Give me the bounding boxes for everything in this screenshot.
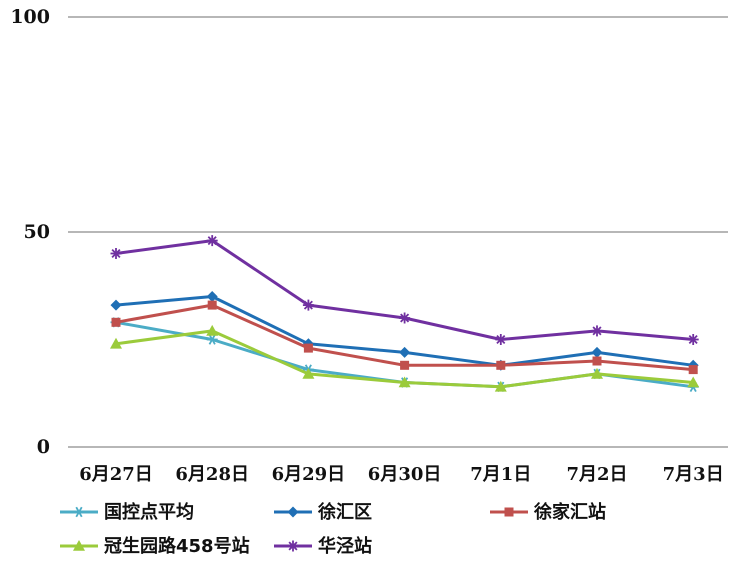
x-tick-label: 6月28日 [175, 464, 249, 485]
legend-label: 华泾站 [318, 535, 372, 557]
marker-stroke [592, 326, 602, 336]
x-tick-label: 7月2日 [566, 464, 627, 485]
legend-item: 冠生园路458号站 [60, 535, 250, 557]
legend-label: 国控点平均 [104, 501, 194, 523]
legend-item: 华泾站 [274, 535, 372, 557]
legend-marker [73, 540, 85, 551]
data-point [111, 317, 121, 327]
legend-label: 徐汇区 [317, 501, 372, 523]
marker-shape [591, 346, 603, 358]
x-tick-label: 6月30日 [368, 464, 442, 485]
marker-shape [303, 343, 313, 353]
marker-shape [496, 360, 506, 370]
data-point [592, 356, 602, 366]
data-point [400, 360, 410, 370]
marker-stroke [496, 334, 506, 345]
y-axis: 0 50 100 [10, 6, 50, 458]
data-point [398, 376, 411, 388]
series-line [115, 239, 694, 341]
legend-label: 徐家汇站 [533, 501, 606, 523]
data-point [591, 325, 603, 337]
marker-shape [73, 540, 85, 551]
data-point [110, 248, 122, 259]
x-axis: 6月27日 6月28日 6月29日 6月30日 7月1日 7月2日 7月3日 [79, 464, 724, 485]
legend-marker [504, 507, 514, 517]
plot-area [110, 235, 700, 393]
data-point [687, 334, 699, 345]
x-tick-label: 7月1日 [470, 464, 531, 485]
data-point [302, 299, 314, 311]
marker-stroke [688, 334, 698, 345]
data-point [302, 367, 315, 379]
data-point [688, 365, 698, 375]
marker-shape [591, 367, 603, 379]
marker-shape [399, 346, 411, 358]
marker-shape [400, 360, 410, 370]
marker-shape [287, 506, 299, 518]
data-point [206, 334, 218, 345]
marker-stroke [400, 313, 410, 323]
data-point [303, 343, 313, 353]
series-3 [110, 324, 700, 392]
data-point [495, 334, 507, 345]
data-point [494, 380, 507, 392]
legend-item: 徐家汇站 [490, 501, 606, 523]
data-point [496, 360, 506, 370]
y-tick-label: 100 [10, 6, 50, 28]
marker-shape [206, 324, 219, 336]
marker-shape [504, 507, 514, 517]
marker-stroke [75, 506, 83, 518]
marker-shape [302, 367, 315, 379]
marker-shape [398, 376, 411, 388]
marker-stroke [288, 541, 298, 551]
data-point [110, 337, 122, 349]
legend-item: 国控点平均 [60, 501, 194, 523]
data-point [399, 346, 411, 358]
marker-stroke [303, 300, 313, 310]
legend-label: 冠生园路458号站 [104, 535, 250, 557]
marker-shape [688, 365, 698, 375]
x-tick-label: 6月27日 [79, 464, 153, 485]
y-tick-label: 0 [37, 436, 50, 458]
marker-shape [206, 291, 218, 302]
data-point [110, 299, 122, 311]
x-tick-label: 7月3日 [663, 464, 724, 485]
data-point [399, 312, 411, 324]
gridlines [68, 16, 728, 448]
data-point [206, 324, 219, 336]
legend-item: 徐汇区 [274, 501, 372, 523]
marker-stroke [207, 236, 217, 246]
x-tick-label: 6月29日 [272, 464, 346, 485]
data-point [206, 235, 218, 247]
marker-shape [110, 337, 122, 349]
marker-shape [494, 380, 507, 392]
marker-shape [687, 376, 700, 388]
marker-stroke [208, 334, 216, 345]
legend-marker [73, 506, 85, 518]
y-tick-label: 50 [24, 221, 50, 243]
data-point [206, 291, 218, 302]
marker-shape [592, 356, 602, 366]
data-point [591, 367, 603, 379]
series-4 [110, 235, 699, 345]
data-point [207, 300, 217, 310]
marker-stroke [111, 248, 121, 259]
data-point [687, 376, 700, 388]
series-2 [111, 300, 698, 375]
data-point [591, 346, 603, 358]
legend-marker [287, 540, 299, 552]
marker-shape [111, 317, 121, 327]
legend-marker [287, 506, 299, 518]
marker-shape [110, 299, 122, 311]
marker-shape [207, 300, 217, 310]
